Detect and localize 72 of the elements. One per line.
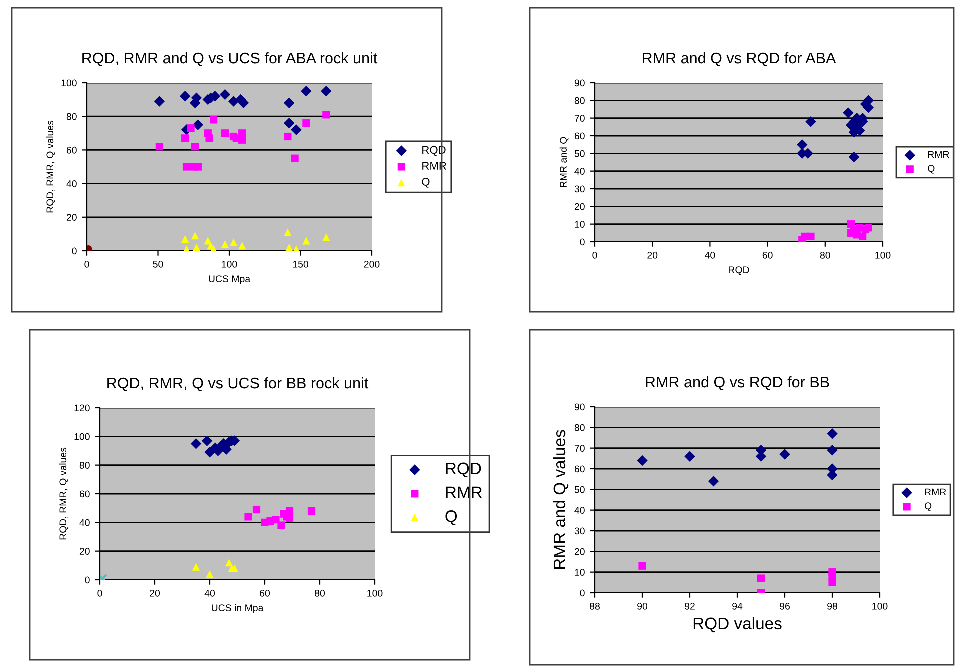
- y-tick-label: 60: [66, 146, 77, 154]
- x-axis-title: UCS in Mpa: [212, 604, 264, 614]
- y-tick-label: 100: [62, 80, 77, 87]
- y-tick-label: 20: [574, 548, 585, 556]
- y-tick-label: 60: [574, 132, 585, 140]
- y-axis-title: RQD, RMR, Q values: [46, 120, 56, 213]
- x-axis-title: UCS Mpa: [209, 276, 251, 284]
- y-tick-label: 80: [574, 424, 585, 432]
- x-tick-label: 94: [732, 602, 743, 610]
- chart-title: RQD, RMR and Q vs UCS for ABA rock unit: [82, 52, 378, 66]
- y-tick-label: 0: [580, 238, 585, 246]
- y-tick-label: 60: [574, 466, 585, 473]
- legend-label: Q: [928, 165, 935, 174]
- legend-label: RMR: [925, 488, 946, 496]
- x-tick-label: 0: [98, 590, 102, 597]
- y-tick-label: 0: [85, 576, 90, 584]
- y-tick-label: 30: [574, 186, 585, 193]
- x-tick-label: 200: [364, 260, 380, 268]
- y-tick-label: 40: [80, 519, 90, 526]
- x-tick-label: 90: [638, 602, 648, 610]
- y-tick-label: 40: [574, 507, 585, 514]
- y-tick-label: 50: [574, 150, 585, 158]
- x-tick-label: 100: [222, 260, 238, 268]
- x-tick-label: 80: [820, 252, 830, 259]
- x-tick-label: 60: [260, 590, 270, 597]
- y-tick-label: 60: [80, 490, 90, 498]
- x-tick-label: 100: [876, 252, 891, 259]
- x-tick-label: 92: [685, 602, 695, 610]
- y-tick-label: 90: [574, 404, 585, 411]
- legend-label: RMR: [928, 151, 950, 158]
- x-tick-label: 100: [368, 590, 383, 597]
- legend-label: Q: [422, 178, 430, 188]
- y-tick-label: 120: [74, 404, 90, 412]
- y-tick-label: 30: [574, 528, 585, 535]
- x-tick-label: 80: [315, 590, 326, 597]
- y-tick-label: 70: [574, 115, 585, 122]
- y-axis-title: RMR and Q: [560, 137, 569, 188]
- x-tick-label: 20: [648, 252, 658, 259]
- y-axis-title: RMR and Q values: [553, 430, 569, 570]
- y-tick-label: 40: [574, 168, 585, 175]
- y-tick-label: 50: [574, 486, 585, 494]
- chart-title: RQD, RMR, Q vs UCS for BB rock unit: [108, 377, 369, 392]
- x-tick-label: 0: [592, 252, 598, 259]
- legend-label: Q: [446, 510, 458, 526]
- x-axis-title: RQD values: [694, 617, 782, 633]
- y-tick-label: 20: [574, 203, 585, 210]
- x-tick-label: 88: [590, 602, 600, 610]
- x-tick-label: 60: [762, 252, 773, 259]
- y-tick-label: 100: [74, 433, 90, 440]
- x-tick-label: 98: [828, 602, 838, 610]
- y-tick-label: 90: [574, 80, 585, 87]
- x-tick-label: 50: [153, 260, 164, 268]
- x-axis-title: RQD: [728, 266, 750, 276]
- chart-title: RMR and Q vs RQD for BB: [646, 376, 830, 390]
- x-tick-label: 96: [780, 602, 790, 610]
- y-tick-label: 10: [575, 221, 585, 228]
- x-tick-label: 100: [872, 602, 888, 610]
- y-tick-label: 20: [80, 548, 90, 555]
- x-tick-label: 40: [204, 590, 216, 597]
- x-tick-label: 150: [293, 260, 308, 268]
- y-tick-label: 80: [574, 97, 585, 104]
- x-tick-label: 40: [705, 252, 716, 259]
- y-tick-label: 40: [66, 180, 77, 188]
- x-tick-label: 20: [150, 590, 160, 597]
- y-tick-label: 80: [80, 462, 90, 469]
- y-tick-label: 10: [575, 569, 585, 576]
- y-axis-title: RQD, RMR, Q values: [59, 448, 68, 540]
- y-tick-label: 80: [66, 113, 77, 120]
- legend-label: Q: [924, 502, 932, 512]
- y-tick-label: 20: [66, 214, 77, 222]
- y-tick-label: 70: [574, 445, 585, 452]
- chart-title: RMR and Q vs RQD for ABA: [643, 52, 836, 66]
